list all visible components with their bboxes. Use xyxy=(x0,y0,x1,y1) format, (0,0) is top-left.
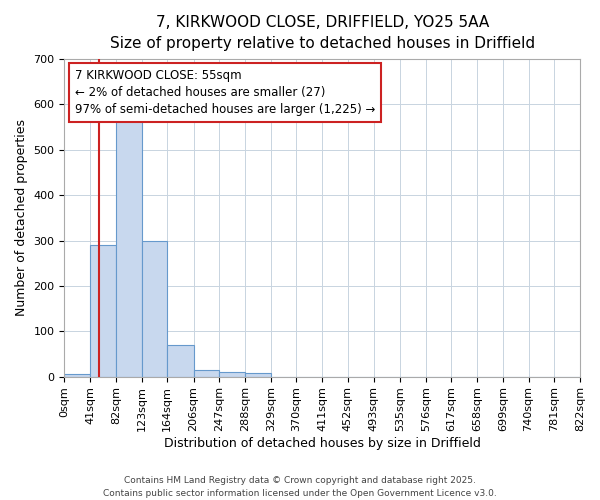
Bar xyxy=(220,372,245,376)
Bar xyxy=(245,373,271,376)
X-axis label: Distribution of detached houses by size in Driffield: Distribution of detached houses by size … xyxy=(164,437,481,450)
Bar xyxy=(90,245,116,376)
Bar xyxy=(64,374,90,376)
Bar xyxy=(194,370,220,376)
Bar xyxy=(167,345,194,376)
Bar xyxy=(116,116,142,376)
Text: Contains HM Land Registry data © Crown copyright and database right 2025.
Contai: Contains HM Land Registry data © Crown c… xyxy=(103,476,497,498)
Y-axis label: Number of detached properties: Number of detached properties xyxy=(15,120,28,316)
Bar xyxy=(142,240,167,376)
Text: 7 KIRKWOOD CLOSE: 55sqm
← 2% of detached houses are smaller (27)
97% of semi-det: 7 KIRKWOOD CLOSE: 55sqm ← 2% of detached… xyxy=(75,68,375,116)
Title: 7, KIRKWOOD CLOSE, DRIFFIELD, YO25 5AA
Size of property relative to detached hou: 7, KIRKWOOD CLOSE, DRIFFIELD, YO25 5AA S… xyxy=(110,15,535,51)
